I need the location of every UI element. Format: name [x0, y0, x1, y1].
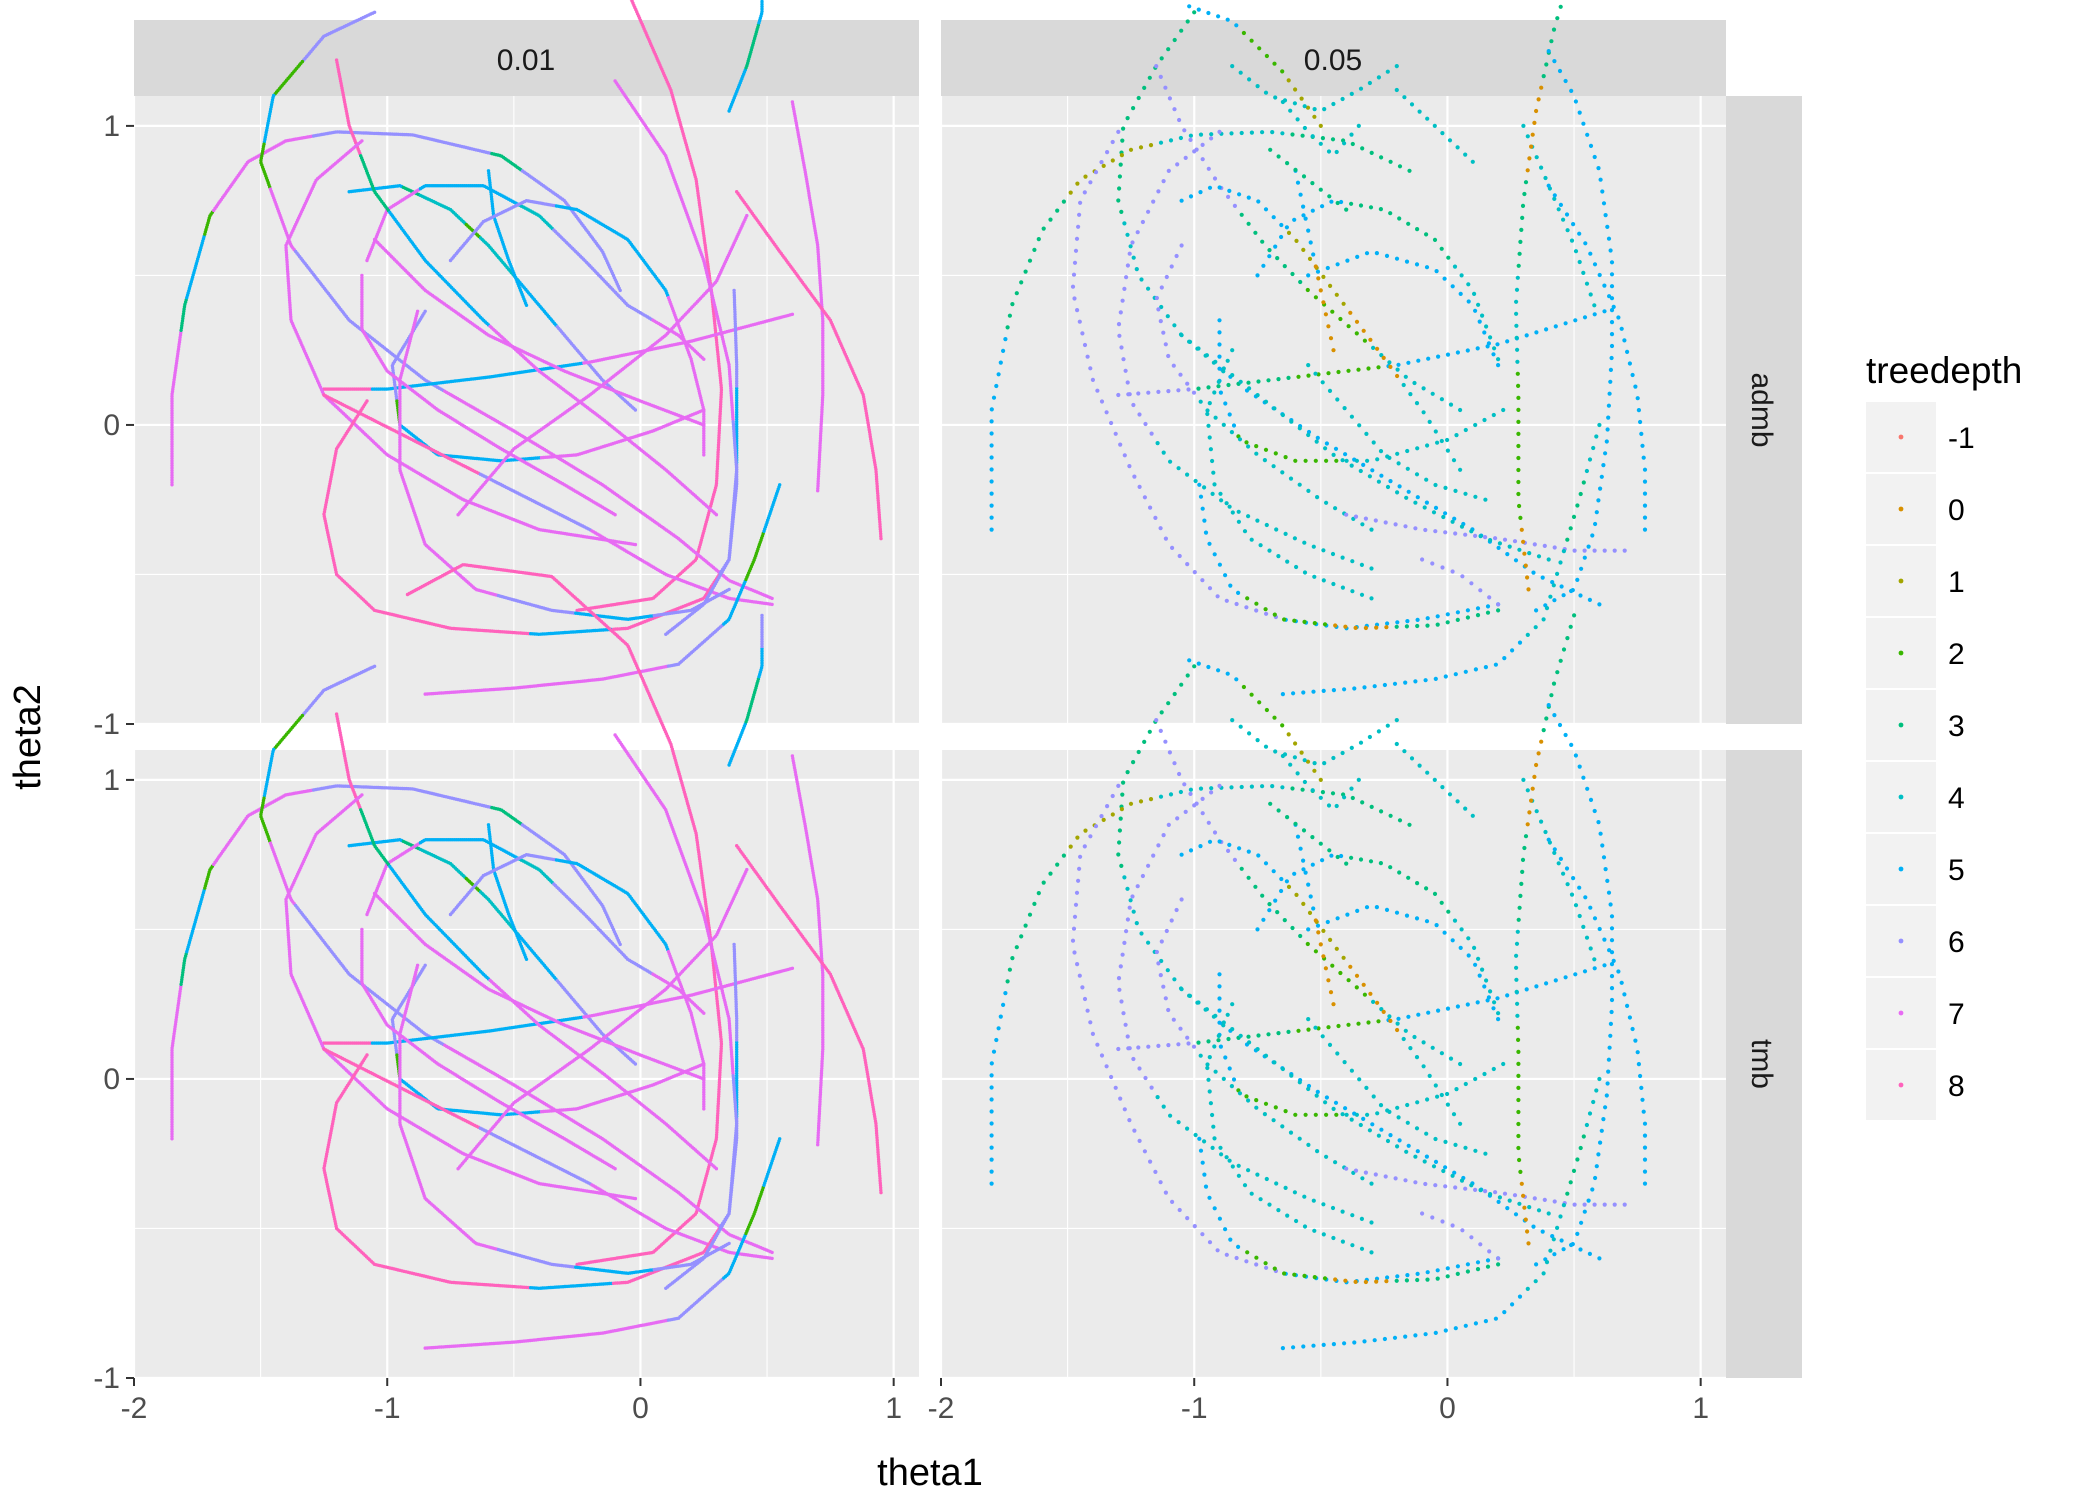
- data-point: [719, 385, 723, 390]
- data-point: [170, 456, 174, 461]
- data-point: [633, 408, 638, 412]
- facet-strip-col-1: [134, 20, 919, 96]
- data-point: [716, 443, 721, 447]
- data-point: [170, 418, 174, 422]
- facet-strip-col-2: [941, 20, 1726, 96]
- data-point: [170, 478, 174, 482]
- data-point: [790, 312, 795, 316]
- data-point: [719, 393, 723, 397]
- data-point: [702, 453, 706, 457]
- data-point: [170, 444, 174, 449]
- data-point: [719, 397, 723, 402]
- data-point: [170, 440, 174, 444]
- data-point: [170, 473, 174, 477]
- panel-background: [134, 96, 919, 724]
- data-point: [778, 483, 782, 487]
- data-point: [718, 414, 722, 418]
- data-point: [170, 420, 174, 425]
- data-point: [717, 438, 721, 442]
- data-point: [170, 423, 174, 427]
- data-point: [719, 400, 723, 404]
- data-point: [770, 602, 774, 607]
- data-point: [170, 480, 174, 485]
- data-point: [745, 213, 749, 218]
- data-point: [633, 542, 638, 547]
- facet-strip-row-2-label: tmb: [1745, 1039, 1778, 1089]
- data-point: [816, 489, 820, 493]
- data-point: [613, 513, 617, 517]
- data-point: [618, 288, 622, 293]
- data-point: [715, 464, 720, 469]
- data-point: [664, 632, 668, 636]
- data-point: [718, 416, 722, 421]
- data-point: [170, 425, 174, 430]
- data-point: [170, 459, 174, 463]
- data-point: [719, 388, 724, 392]
- data-point: [170, 397, 174, 401]
- data-point: [717, 426, 722, 430]
- data-point: [170, 432, 174, 437]
- data-point: [170, 411, 174, 415]
- data-point: [716, 445, 721, 449]
- facet-strip-row-1-label: admb: [1745, 372, 1778, 447]
- data-point: [170, 428, 174, 432]
- facet-strip-col-2-label: 0.05: [1304, 44, 1362, 77]
- data-point: [170, 483, 174, 487]
- data-point: [170, 409, 174, 413]
- data-point: [170, 468, 174, 473]
- data-point: [770, 596, 774, 601]
- data-point: [170, 463, 174, 468]
- data-point: [170, 442, 174, 446]
- data-point: [170, 449, 174, 453]
- data-point: [716, 452, 720, 457]
- data-point: [716, 450, 720, 454]
- facet-strip-row-2: [1726, 750, 1802, 1378]
- data-point: [170, 471, 174, 475]
- data-point: [717, 424, 722, 428]
- data-point: [715, 471, 719, 476]
- data-point: [170, 406, 174, 410]
- data-point: [170, 404, 174, 408]
- data-point: [575, 608, 579, 613]
- data-point: [715, 462, 720, 466]
- data-point: [170, 447, 174, 451]
- data-point: [170, 435, 174, 439]
- data-point: [715, 474, 719, 478]
- data-point: [702, 408, 706, 412]
- data-point: [170, 452, 174, 456]
- data-point: [524, 303, 529, 307]
- data-point: [727, 587, 731, 592]
- data-point: [702, 357, 706, 361]
- data-point: [714, 513, 719, 517]
- data-point: [170, 394, 174, 398]
- data-point: [170, 466, 174, 470]
- data-point: [715, 459, 720, 464]
- data-point: [714, 479, 719, 483]
- panel-admb-0.01: [132, 0, 919, 726]
- data-point: [717, 433, 721, 438]
- data-point: [719, 402, 723, 406]
- data-point: [170, 399, 174, 403]
- data-point: [716, 455, 720, 459]
- data-point: [717, 428, 721, 433]
- data-point: [718, 419, 722, 423]
- data-point: [715, 469, 719, 473]
- data-point: [718, 407, 723, 411]
- data-point: [170, 430, 174, 434]
- data-point: [732, 288, 736, 293]
- data-point: [718, 409, 722, 414]
- data-point: [170, 475, 174, 480]
- data-point: [170, 454, 174, 458]
- data-point: [170, 416, 174, 420]
- facet-strip-row-1: [1726, 96, 1802, 724]
- trajectory-1: [170, 130, 622, 487]
- facet-strip-col-1-label: 0.01: [497, 44, 555, 77]
- data-point: [170, 401, 174, 406]
